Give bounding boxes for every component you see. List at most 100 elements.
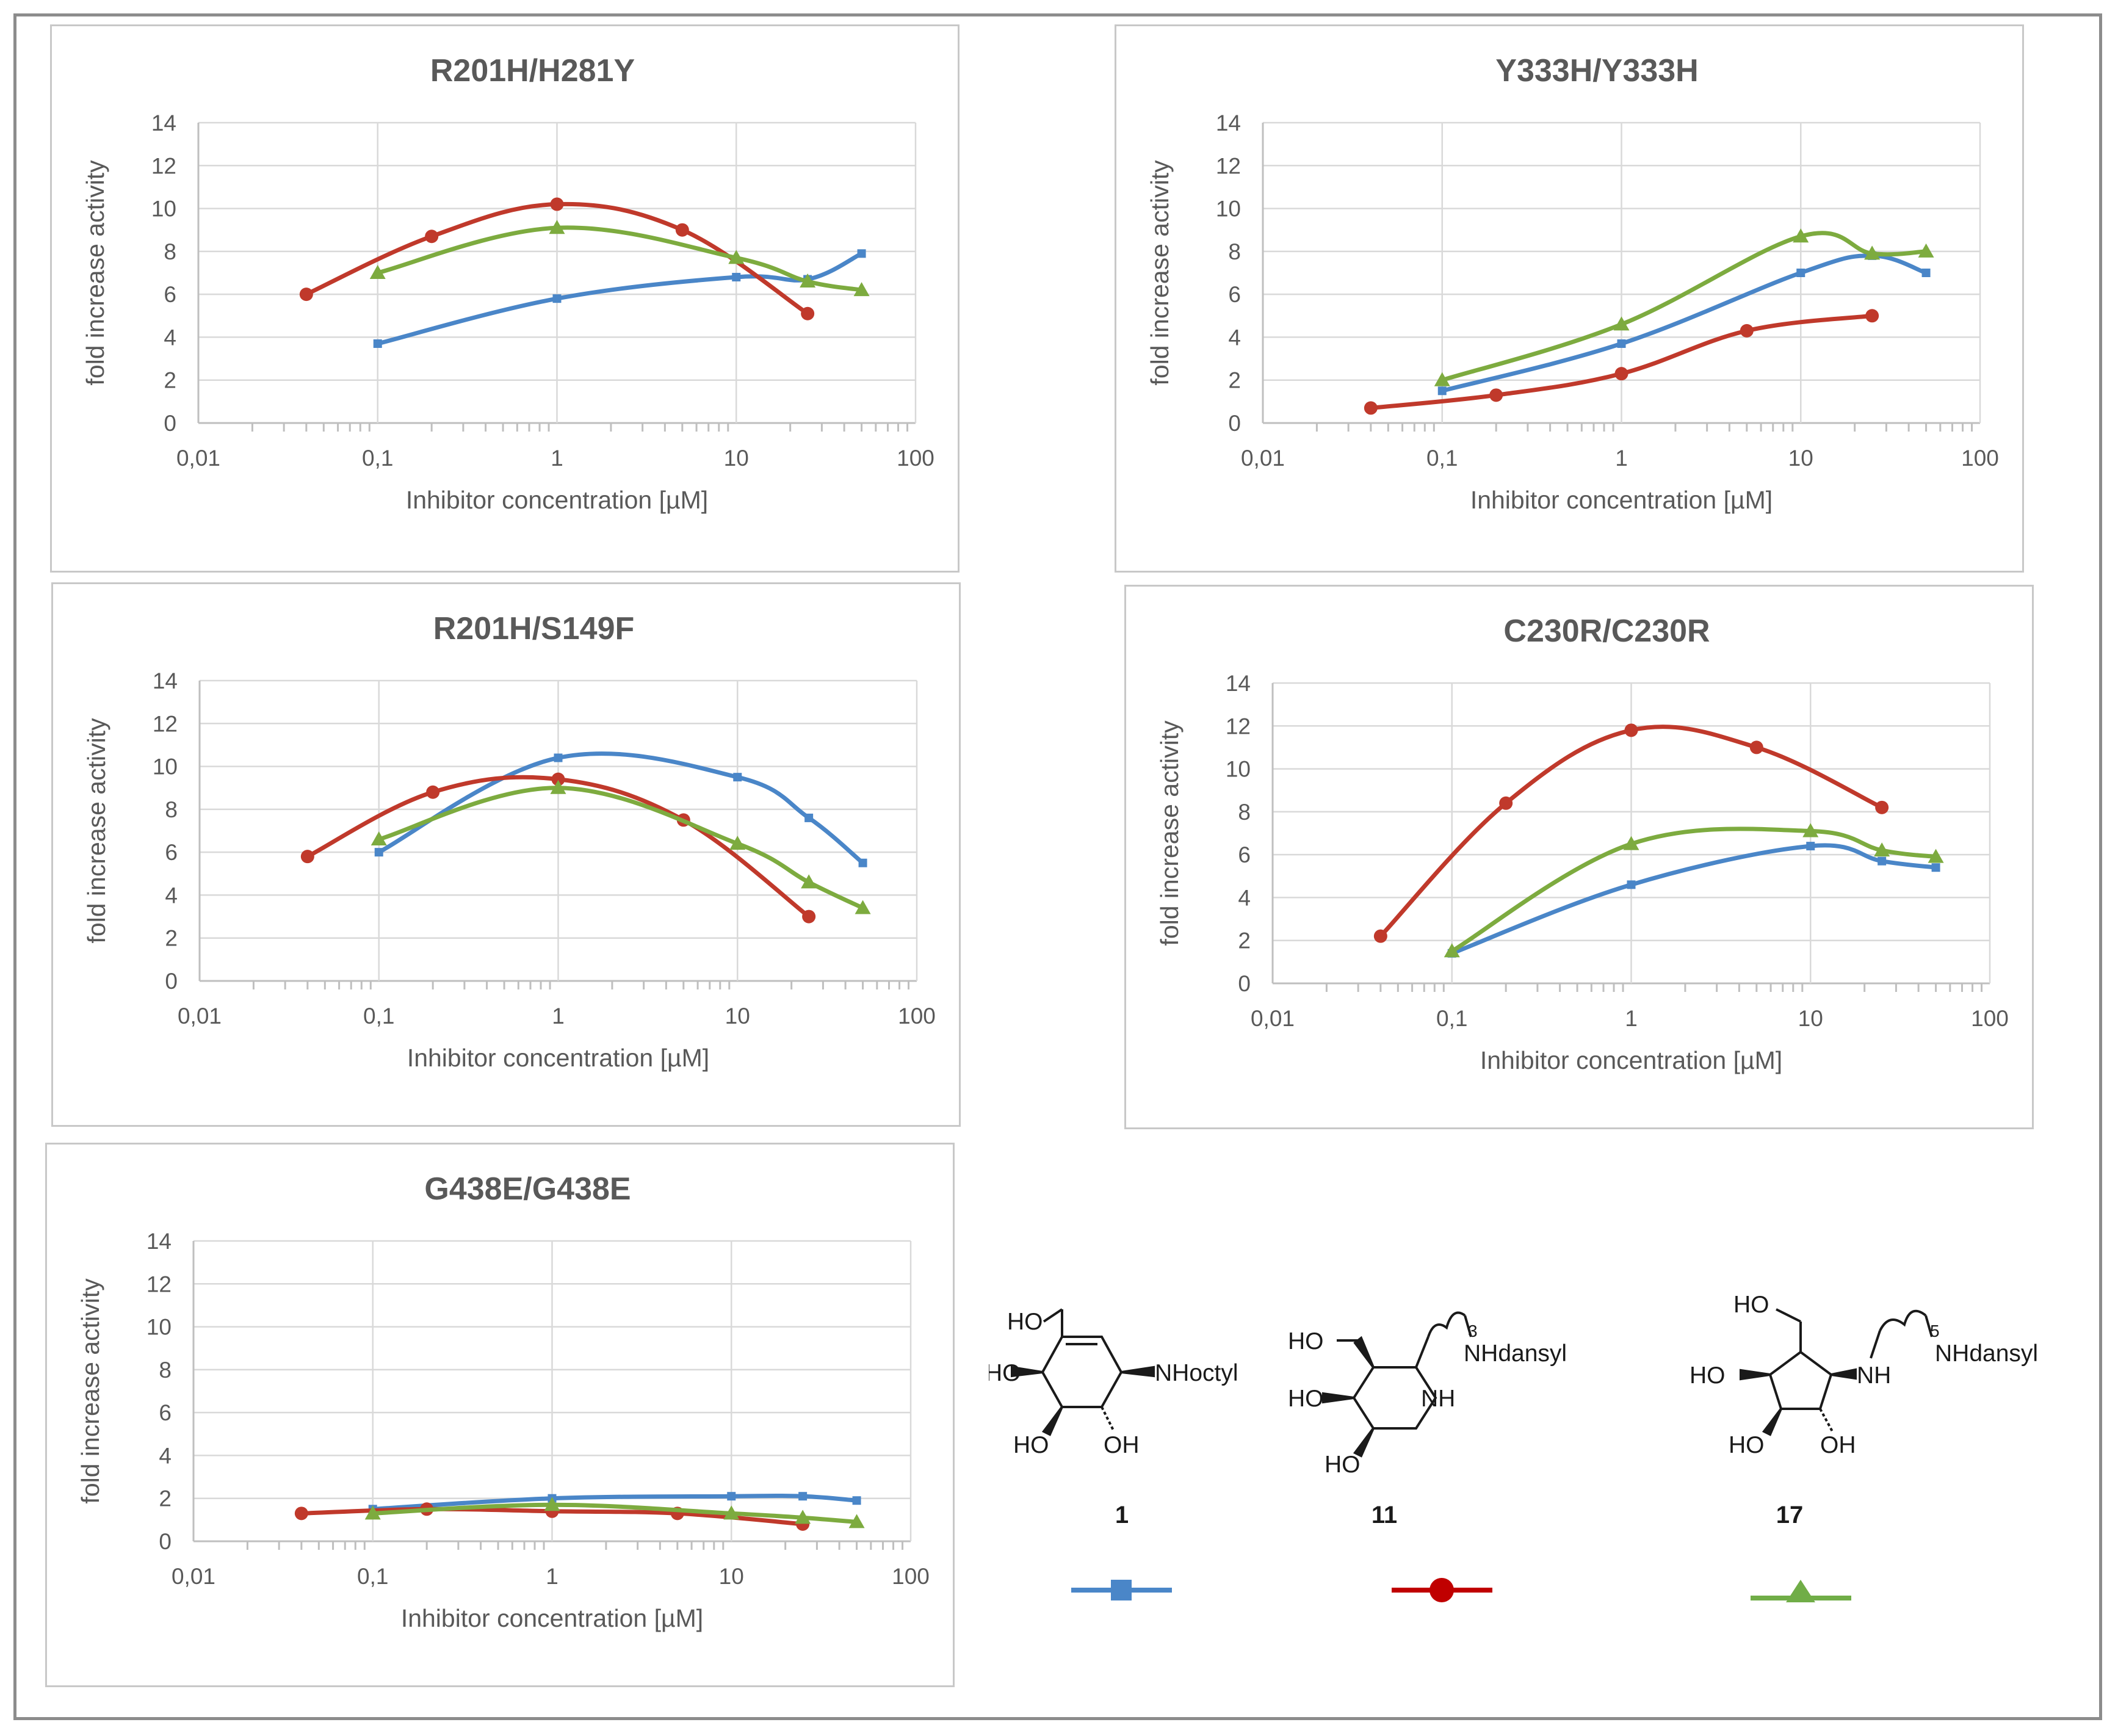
data-point-circle [1614, 367, 1628, 381]
legend-key-1 [1071, 1580, 1172, 1600]
x-tick-label: 0,01 [1241, 446, 1285, 471]
data-point-square [552, 294, 562, 303]
bond [1776, 1308, 1801, 1323]
data-point-square [1437, 386, 1447, 396]
y-tick-label: 10 [151, 197, 176, 222]
y-tick-label: 10 [146, 1315, 172, 1340]
y-tick-label: 12 [146, 1271, 172, 1297]
y-tick-label: 0 [165, 969, 178, 994]
chart-title: R201H/S149F [433, 611, 635, 646]
x-axis-label: Inhibitor concentration [µM] [401, 1604, 703, 1632]
compound-number: 1 [1115, 1502, 1129, 1528]
series-line-1 [377, 251, 863, 346]
data-point-square [727, 1492, 736, 1501]
x-tick-label: 10 [719, 1564, 744, 1589]
bond [1043, 1308, 1063, 1323]
wedge-bond [1322, 1392, 1354, 1404]
data-point-square [1921, 269, 1931, 277]
chart-title: G438E/G438E [424, 1171, 631, 1207]
y-tick-label: 2 [165, 926, 178, 951]
data-point-square [804, 813, 814, 822]
wedge-bond [1740, 1369, 1771, 1381]
data-point-square [732, 273, 741, 282]
x-tick-label: 100 [898, 1004, 936, 1029]
series-line-17 [1450, 826, 1936, 953]
x-axis-label: Inhibitor concentration [µM] [407, 1044, 709, 1072]
data-point-triangle [1444, 943, 1460, 958]
data-point-circle [1624, 723, 1638, 737]
x-tick-label: 100 [892, 1564, 930, 1589]
y-tick-label: 4 [1228, 325, 1241, 350]
chart-title: Y333H/Y333H [1495, 53, 1698, 89]
x-tick-label: 1 [1625, 1006, 1638, 1031]
label-nhdansyl: NHdansyl [1464, 1340, 1567, 1367]
x-tick-label: 1 [552, 1004, 565, 1029]
data-point-square [1878, 856, 1887, 866]
structures-svg: HO HO HO OH NHoctyl 1 HO HO HO NH NHdans… [989, 1292, 2038, 1602]
y-axis-label: fold increase activity [82, 718, 110, 944]
chart-title: C230R/C230R [1503, 613, 1710, 649]
y-tick-label: 8 [159, 1358, 172, 1383]
label-oh: OH [1104, 1432, 1140, 1458]
x-tick-label: 10 [725, 1004, 750, 1029]
y-tick-label: 6 [1228, 282, 1241, 307]
bond [1870, 1330, 1881, 1359]
label-nhdansyl: NHdansyl [1935, 1340, 2038, 1367]
chart-svg: R201H/H281Y 0 2 4 6 8 10 12 14 0,01 0,1 1 10 100 Inhib… [81, 53, 934, 514]
y-tick-label: 10 [153, 754, 178, 779]
label-ho: HO [1325, 1452, 1361, 1478]
data-point-square [1806, 842, 1815, 851]
x-tick-label: 100 [1961, 446, 1999, 471]
x-tick-label: 10 [724, 446, 749, 471]
y-tick-label: 2 [1228, 368, 1241, 393]
y-tick-label: 8 [165, 797, 178, 822]
chart-panel-g438e-g438e: G438E/G438E 0 2 4 6 8 10 12 14 0,01 0,1 1 10 100 Inhib… [45, 1143, 955, 1687]
data-point-triangle [1864, 245, 1881, 260]
chart-panel-y333h-y333h: Y333H/Y333H 0 2 4 6 8 10 12 14 0,01 0,1 1 10 100 Inhib… [1115, 24, 2024, 573]
chart-svg: C230R/C230R 0 2 4 6 8 10 12 14 0,01 0,1 1 10 100 Inhib… [1155, 613, 2009, 1074]
label-ho: HO [1288, 1386, 1324, 1412]
label-nh: NH [1857, 1362, 1891, 1389]
legend-structures: HO HO HO OH NHoctyl 1 HO HO HO NH NHdans… [989, 1245, 2063, 1673]
structure-compound-11: HO HO HO NH NHdansyl 3 11 [1288, 1311, 1567, 1528]
series-line-1 [1441, 253, 1927, 393]
y-tick-label: 2 [159, 1486, 172, 1511]
data-point-triangle [544, 1497, 560, 1511]
y-tick-label: 2 [1238, 928, 1251, 953]
data-point-triangle [853, 282, 870, 297]
wedge-bond [1353, 1336, 1375, 1369]
structure-compound-1: HO HO HO OH NHoctyl 1 [989, 1308, 1238, 1528]
chart-panel-r201h-s149f: R201H/S149F 0 2 4 6 8 10 12 14 0,01 0,1 1 10 100 Inhib… [51, 582, 961, 1127]
y-tick-label: 6 [159, 1400, 172, 1425]
data-point-circle [426, 785, 440, 799]
data-point-square [554, 753, 563, 762]
data-point-triangle [801, 874, 817, 889]
wedge-bond [1041, 1406, 1063, 1436]
label-oh: OH [1820, 1432, 1856, 1458]
y-tick-label: 14 [146, 1229, 172, 1254]
data-point-triangle [1802, 823, 1819, 837]
data-point-square [733, 773, 742, 782]
label-ho: HO [1013, 1432, 1049, 1458]
y-axis-label: fold increase activity [76, 1278, 104, 1504]
y-tick-label: 0 [1228, 411, 1241, 436]
data-point-triangle [1793, 228, 1809, 243]
legend-marker-triangle [1786, 1580, 1815, 1602]
x-tick-label: 10 [1798, 1006, 1823, 1031]
y-tick-label: 12 [153, 711, 178, 736]
label-subscript: 5 [1930, 1322, 1940, 1340]
data-point-triangle [1613, 316, 1630, 331]
y-tick-label: 10 [1216, 197, 1241, 222]
y-tick-label: 0 [159, 1529, 172, 1554]
x-tick-label: 1 [551, 446, 563, 471]
y-tick-label: 14 [1216, 110, 1241, 136]
ring-1 [1041, 1336, 1123, 1408]
y-tick-label: 12 [1226, 714, 1251, 739]
legend-marker-circle [1429, 1578, 1454, 1602]
compound-number: 17 [1776, 1502, 1804, 1528]
label-subscript: 3 [1468, 1322, 1478, 1340]
data-point-triangle [855, 900, 871, 914]
y-tick-label: 6 [164, 282, 176, 307]
x-tick-label: 0,01 [178, 1004, 222, 1029]
data-point-circle [801, 306, 815, 320]
